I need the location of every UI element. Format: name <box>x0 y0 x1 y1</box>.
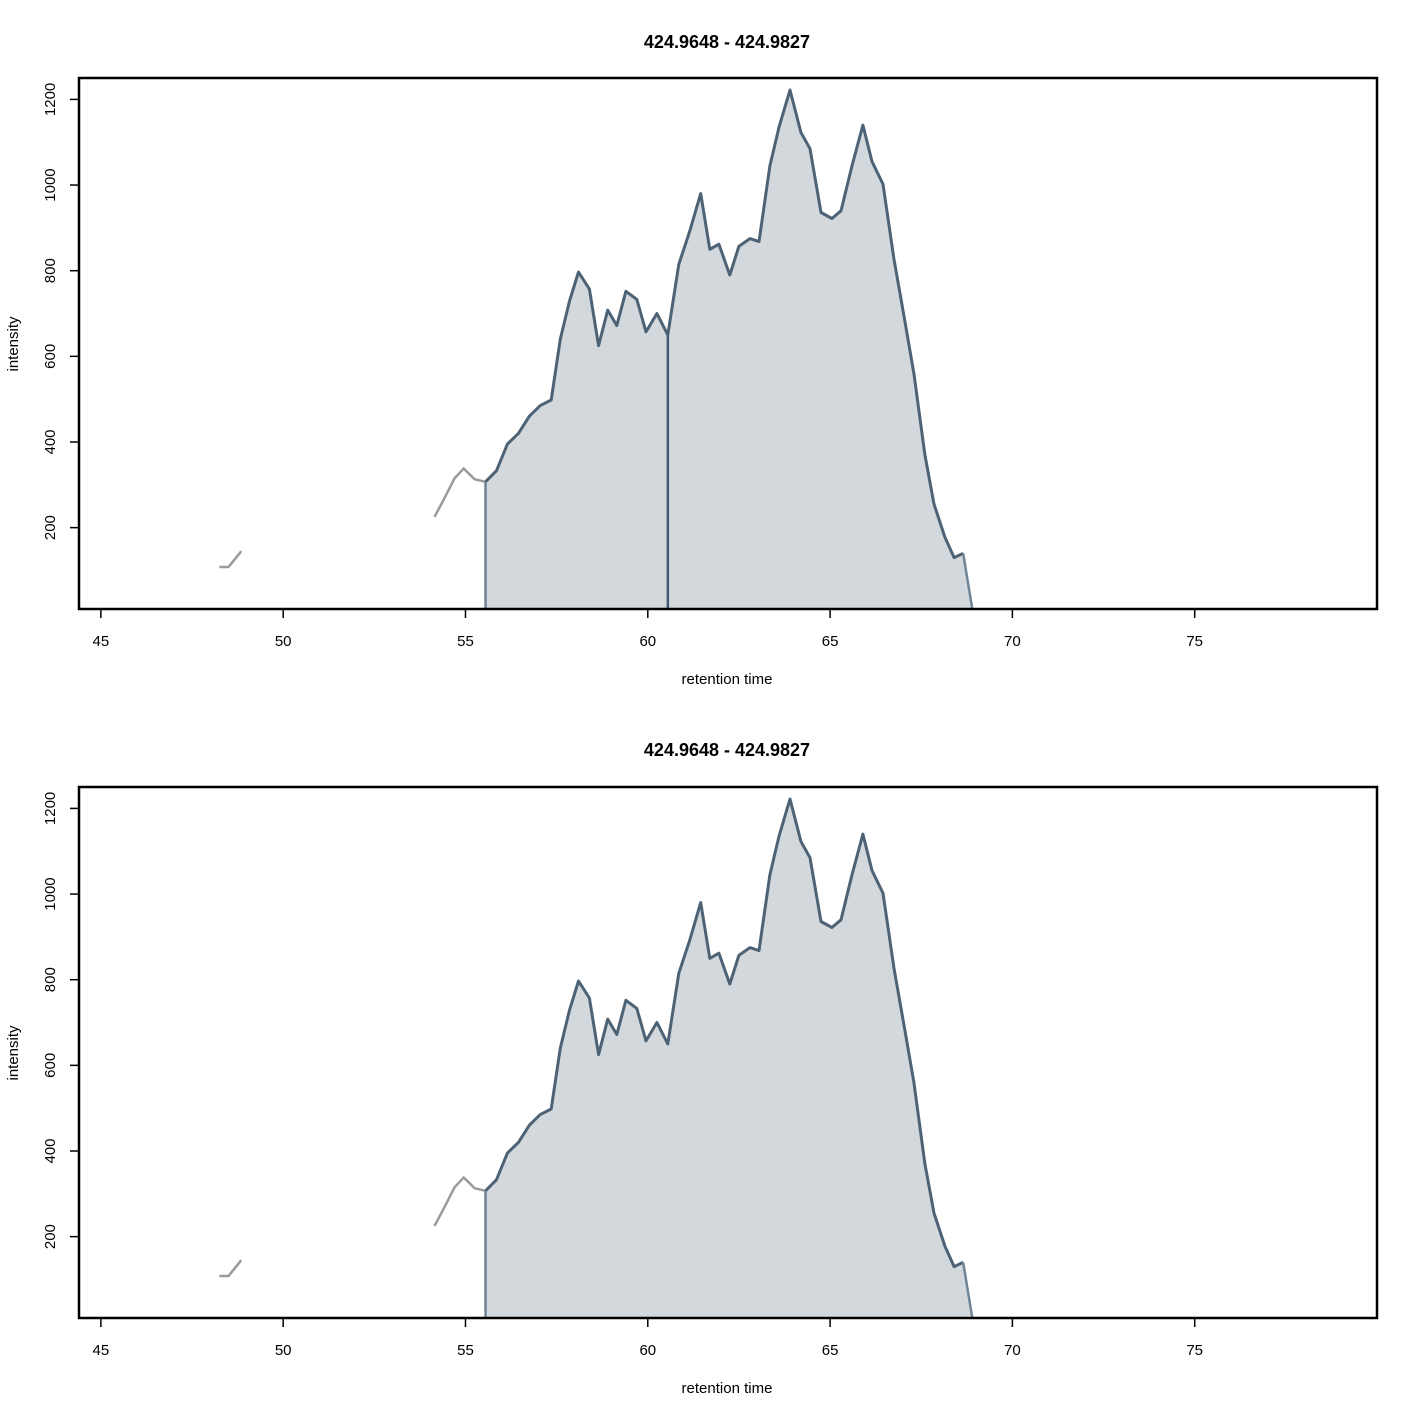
x-tick-label: 50 <box>275 1342 292 1359</box>
plot-area <box>219 797 974 1319</box>
y-tick-label: 1000 <box>42 168 59 201</box>
peak-area-fill <box>485 799 973 1318</box>
plot-frame <box>77 785 1379 1320</box>
y-tick-label: 800 <box>42 967 59 992</box>
chart-panel-bottom: 424.9648 - 424.9827 45 50 55 60 65 70 75 200 40… <box>5 740 1379 1397</box>
x-tick-label: 60 <box>639 1342 656 1359</box>
outside-trace-segment-1 <box>433 466 486 518</box>
plot-area <box>219 88 974 610</box>
y-tick-label: 600 <box>42 1053 59 1078</box>
x-tick-label: 65 <box>822 633 839 650</box>
y-axis-label: intensity <box>5 1025 22 1081</box>
x-tick-label: 45 <box>93 633 110 650</box>
peak-trace-line <box>484 797 964 1269</box>
y-tick-label: 600 <box>42 344 59 369</box>
x-tick-label: 70 <box>1004 1342 1021 1359</box>
y-tick-label: 800 <box>42 258 59 283</box>
y-tick-label: 1000 <box>42 877 59 910</box>
y-tick-label: 200 <box>42 515 59 540</box>
x-tick-label: 55 <box>457 1342 474 1359</box>
x-tick-label: 55 <box>457 633 474 650</box>
x-tick-label: 70 <box>1004 633 1021 650</box>
y-tick-label: 200 <box>42 1224 59 1249</box>
x-tick-label: 75 <box>1186 1342 1203 1359</box>
plot-frame <box>77 76 1379 611</box>
chart-panel-top: 424.9648 - 424.9827 45 50 55 60 65 70 75 200 40… <box>5 32 1379 688</box>
y-tick-label: 1200 <box>42 83 59 116</box>
chart-title: 424.9648 - 424.9827 <box>644 740 810 760</box>
x-tick-label: 75 <box>1186 633 1203 650</box>
x-tick-label: 65 <box>822 1342 839 1359</box>
peak-area-fill <box>485 90 973 609</box>
y-tick-label: 1200 <box>42 792 59 825</box>
x-tick-label: 45 <box>93 1342 110 1359</box>
x-tick-label: 60 <box>639 633 656 650</box>
y-axis: 200 400 600 800 1000 1200 <box>42 83 79 540</box>
y-axis-label: intensity <box>5 316 22 372</box>
x-axis: 45 50 55 60 65 70 75 <box>93 609 1203 650</box>
x-axis: 45 50 55 60 65 70 75 <box>93 1318 1203 1359</box>
peak-trace-edge <box>961 553 974 610</box>
y-tick-label: 400 <box>42 429 59 454</box>
outside-trace-segment-1 <box>433 1175 486 1227</box>
x-axis-label: retention time <box>682 671 773 688</box>
outside-trace-segment-0 <box>219 550 243 569</box>
y-axis: 200 400 600 800 1000 1200 <box>42 792 79 1249</box>
peak-trace-line <box>484 88 964 560</box>
chart-title: 424.9648 - 424.9827 <box>644 32 810 52</box>
x-axis-label: retention time <box>682 1380 773 1397</box>
x-tick-label: 50 <box>275 633 292 650</box>
y-tick-label: 400 <box>42 1138 59 1163</box>
outside-trace-segment-0 <box>219 1259 243 1278</box>
peak-trace-edge <box>961 1262 974 1319</box>
